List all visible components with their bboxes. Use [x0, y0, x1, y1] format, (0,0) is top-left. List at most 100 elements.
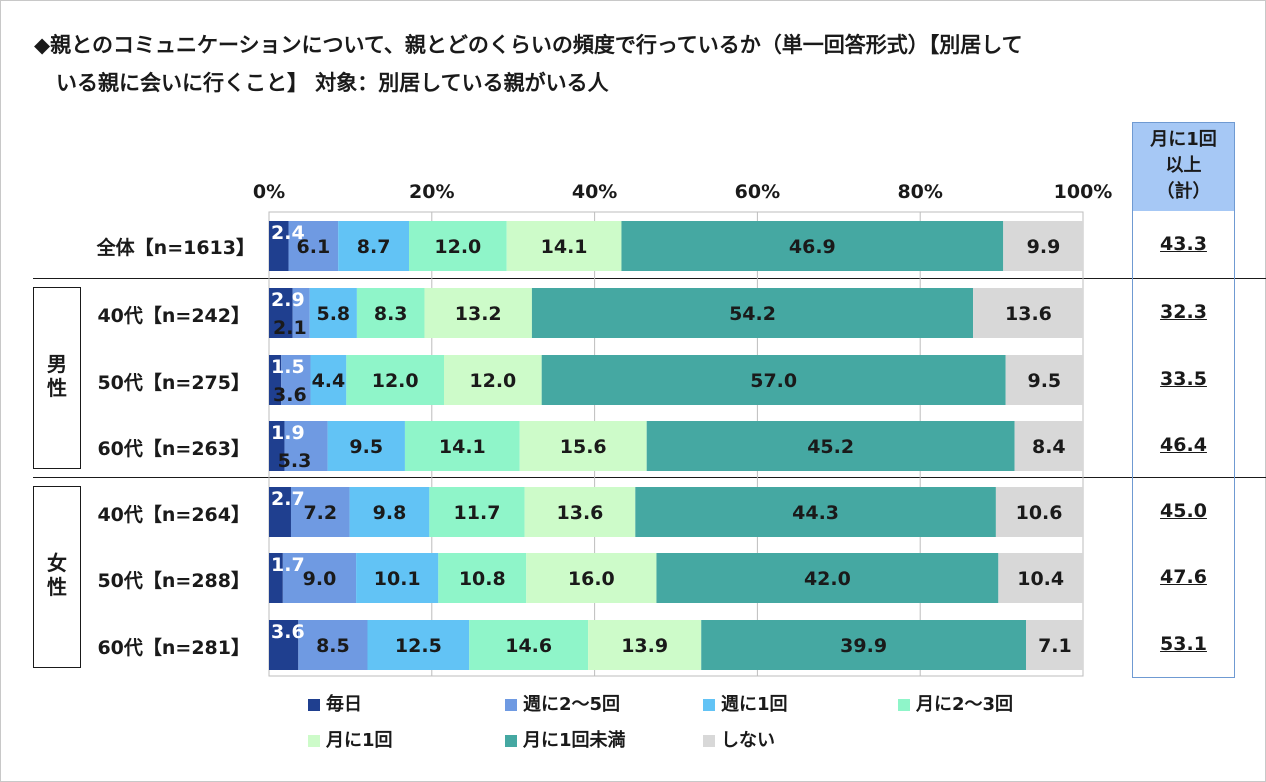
- data-label: 13.6: [557, 502, 604, 524]
- data-label: 12.0: [434, 236, 481, 258]
- legend-item-daily: 毎日: [308, 693, 362, 717]
- bar-segment: [995, 487, 1083, 537]
- bar-segment: [281, 355, 311, 405]
- bar-segment: [1003, 221, 1084, 271]
- bar-segment: [349, 487, 430, 537]
- data-label: 2.9: [271, 289, 305, 311]
- summary-header-line1: 月に1回: [1150, 129, 1217, 150]
- bar-segment: [588, 620, 702, 670]
- bar-segment: [282, 553, 357, 603]
- bar-segment: [269, 288, 293, 338]
- data-label: 44.3: [792, 502, 839, 524]
- data-label: 8.7: [357, 236, 391, 258]
- summary-value: 33.5: [1160, 368, 1207, 390]
- data-label: 13.6: [1005, 303, 1052, 325]
- data-label: 16.0: [568, 568, 615, 590]
- x-tick-label: 0%: [253, 181, 285, 203]
- data-label: 1.5: [271, 356, 305, 378]
- summary-value: 45.0: [1160, 500, 1207, 522]
- data-label: 8.4: [1032, 436, 1066, 458]
- bar-segment: [519, 421, 647, 471]
- data-label: 3.6: [271, 621, 305, 643]
- row-label-female-40s: 40代【n=264】: [97, 504, 250, 526]
- bar-segment: [309, 288, 357, 338]
- bar-segment: [367, 620, 470, 670]
- separator-line: [33, 477, 1266, 478]
- group-label-female-2: 性: [47, 575, 67, 599]
- bar-segment: [635, 487, 996, 537]
- legend-label: 週に2～5回: [523, 694, 621, 715]
- bar-segment: [506, 221, 622, 271]
- legend-item-less-than-monthly: 月に1回未満: [505, 729, 626, 753]
- row-label-male-50s: 50代【n=275】: [97, 372, 250, 394]
- data-label: 14.6: [505, 635, 552, 657]
- data-label: 1.7: [271, 554, 305, 576]
- legend-item-monthly-1: 月に1回: [308, 729, 393, 753]
- data-label: 9.9: [1027, 236, 1061, 258]
- summary-column: [1132, 122, 1235, 678]
- data-label: 9.5: [1027, 370, 1061, 392]
- data-label: 7.1: [1038, 635, 1072, 657]
- row-label-total: 全体【n=1613】: [96, 237, 255, 259]
- bar-segment: [356, 553, 439, 603]
- bar-segment: [346, 355, 445, 405]
- legend-swatch: [898, 699, 910, 711]
- bar-segment: [356, 288, 425, 338]
- bar-segment: [1005, 355, 1083, 405]
- data-label: 13.2: [455, 303, 502, 325]
- x-tick-label: 80%: [897, 181, 942, 203]
- data-label: 12.5: [395, 635, 442, 657]
- legend-item-weekly-2-5: 週に2～5回: [505, 693, 620, 717]
- legend-swatch: [308, 735, 320, 747]
- row-label-female-60s: 60代【n=281】: [97, 637, 250, 659]
- bar-segment: [531, 288, 974, 338]
- x-tick-label: 60%: [735, 181, 780, 203]
- data-label: 39.9: [840, 635, 887, 657]
- data-label: 9.8: [373, 502, 407, 524]
- legend-swatch: [505, 735, 517, 747]
- bar-segment: [338, 221, 410, 271]
- summary-header-line3: （計）: [1156, 181, 1211, 202]
- bar-segment: [298, 620, 368, 670]
- legend-label: 月に1回未満: [523, 730, 626, 751]
- data-label: 10.6: [1016, 502, 1063, 524]
- bar-segment: [973, 288, 1084, 338]
- legend-item-weekly-1: 週に1回: [703, 693, 788, 717]
- legend-label: 週に1回: [721, 694, 788, 715]
- group-box-female: [33, 486, 81, 668]
- bar-segment: [646, 421, 1015, 471]
- legend-item-monthly-2-3: 月に2～3回: [898, 693, 1013, 717]
- legend-swatch: [703, 699, 715, 711]
- data-label: 2.7: [271, 488, 305, 510]
- legend-label: 月に2～3回: [916, 694, 1014, 715]
- data-label: 5.3: [278, 450, 312, 472]
- group-box-male: [33, 287, 81, 469]
- data-label: 12.0: [469, 370, 516, 392]
- data-label: 13.9: [621, 635, 668, 657]
- chart-title-line1: ◆親とのコミュニケーションについて、親とどのくらいの頻度で行っているか（単一回答…: [34, 33, 1023, 57]
- legend-swatch: [703, 735, 715, 747]
- data-label: 46.9: [789, 236, 836, 258]
- data-label: 42.0: [804, 568, 851, 590]
- x-tick-label: 20%: [409, 181, 454, 203]
- data-label: 3.6: [273, 384, 307, 406]
- bar-segment: [1014, 421, 1083, 471]
- bar-segment: [444, 355, 542, 405]
- data-label: 5.8: [316, 303, 350, 325]
- chart-title: ◆親とのコミュニケーションについて、親とどのくらいの頻度で行っているか（単一回答…: [34, 26, 1244, 102]
- row-label-female-50s: 50代【n=288】: [97, 570, 250, 592]
- summary-header: 月に1回 以上 （計）: [1133, 123, 1234, 211]
- bar-segment: [1026, 620, 1084, 670]
- data-label: 15.6: [560, 436, 607, 458]
- data-label: 10.4: [1017, 568, 1064, 590]
- bar-segment: [429, 487, 525, 537]
- bar-segment: [404, 421, 520, 471]
- legend-label: 月に1回: [326, 730, 393, 751]
- legend-swatch: [505, 699, 517, 711]
- bar-segment: [269, 421, 285, 471]
- data-label: 9.5: [349, 436, 383, 458]
- bar-segment: [269, 355, 282, 405]
- legend-item-never: しない: [703, 729, 775, 753]
- row-label-male-60s: 60代【n=263】: [97, 438, 250, 460]
- summary-value: 47.6: [1160, 566, 1207, 588]
